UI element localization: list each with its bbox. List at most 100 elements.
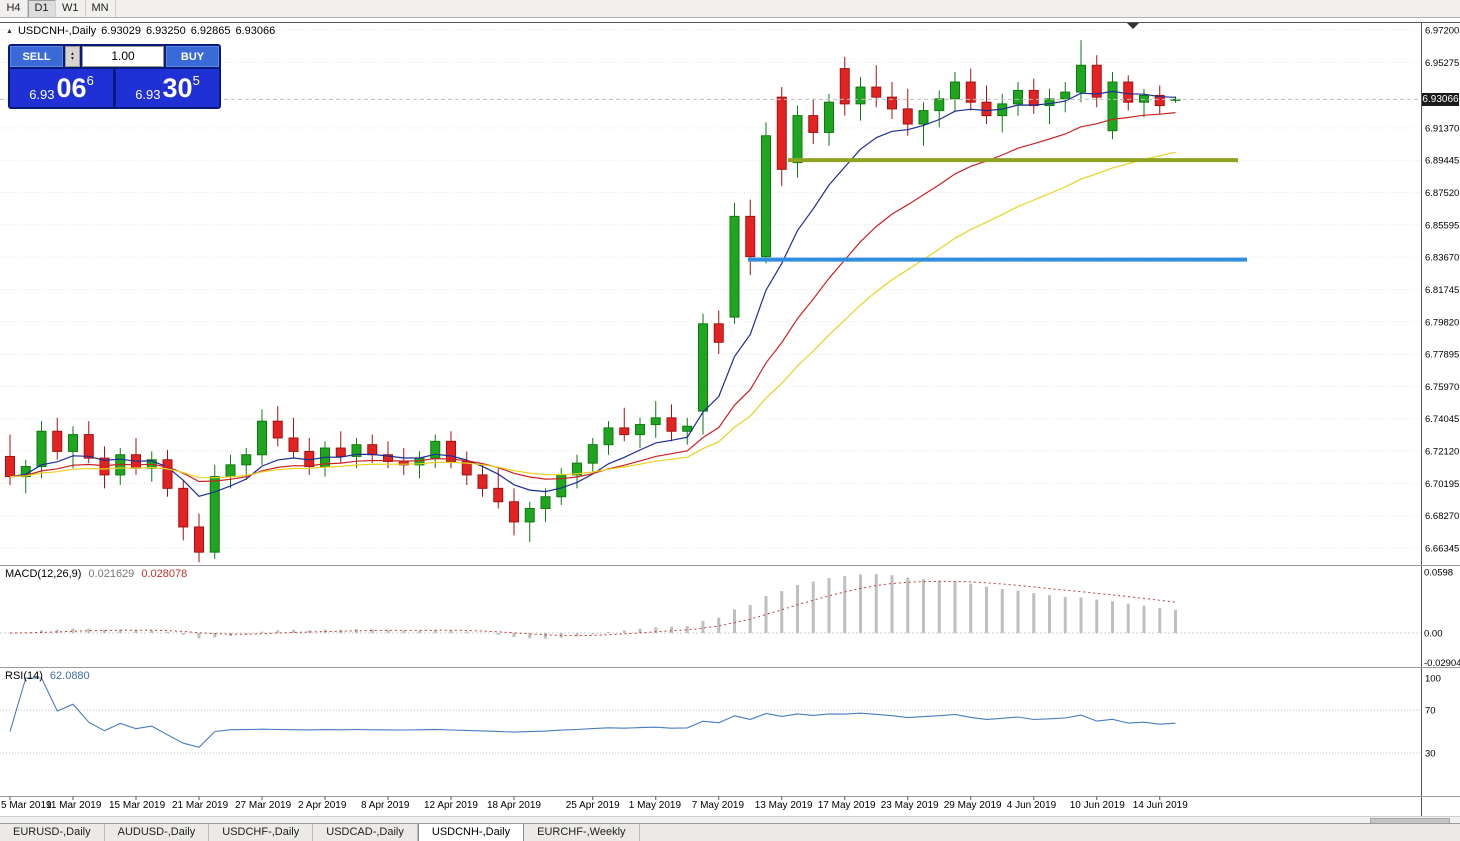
- tab-usdchf-daily[interactable]: USDCHF-,Daily: [209, 824, 314, 841]
- time-axis-label: 5 Mar 2019: [1, 800, 52, 811]
- price-axis-label: 6.89445: [1425, 156, 1459, 167]
- price-axis-label: 6.97200: [1425, 26, 1459, 37]
- time-axis-label: 7 May 2019: [691, 800, 745, 811]
- chart-frame: [0, 22, 1460, 817]
- timeframe-h4-button[interactable]: H4: [0, 0, 28, 17]
- price-axis-label: 6.77895: [1425, 350, 1459, 361]
- time-axis-label: 14 Jun 2019: [1132, 800, 1188, 811]
- chart-title: ▲ USDCNH-,Daily 6.93029 6.93250 6.92865 …: [6, 25, 275, 37]
- time-ticks: [9, 796, 1161, 800]
- chart-close-value: 6.93066: [235, 25, 276, 37]
- volume-spinner[interactable]: ▴ ▾: [65, 46, 80, 67]
- chart-high-value: 6.93250: [145, 25, 186, 37]
- chart-shift-marker[interactable]: [1127, 23, 1139, 29]
- time-axis-label: 11 Mar 2019: [46, 800, 102, 811]
- buy-price-display[interactable]: 6.93 30 5: [116, 69, 219, 107]
- timeframe-mn-button[interactable]: MN: [86, 0, 116, 17]
- overlay-objects: [0, 23, 1421, 262]
- time-axis-label: 17 May 2019: [817, 800, 876, 811]
- volume-input[interactable]: 1.00: [82, 46, 164, 67]
- time-axis-label: 21 Mar 2019: [172, 800, 229, 811]
- buy-price-prefix: 6.93: [135, 87, 161, 102]
- time-axis[interactable]: 5 Mar 2019 11 Mar 2019 15 Mar 2019 21 Mar 2…: [0, 798, 1421, 816]
- macd-axis-label: 0.0598: [1424, 568, 1453, 579]
- macd-main-value: 0.021629: [88, 568, 135, 580]
- chart-tab-bar: EURUSD-,Daily AUDUSD-,Daily USDCHF-,Dail…: [0, 823, 1460, 841]
- price-axis-label: 6.81745: [1425, 285, 1459, 296]
- time-axis-label: 12 Apr 2019: [424, 800, 478, 811]
- tab-usdcnh-daily[interactable]: USDCNH-,Daily: [417, 824, 525, 841]
- trade-panel-controls: SELL ▴ ▾ 1.00 BUY: [10, 46, 219, 67]
- price-axis-label: 6.75970: [1425, 382, 1459, 393]
- macd-signal-value: 0.028078: [141, 568, 188, 580]
- macd-signal-line: [9, 580, 1176, 637]
- macd-layer: 0.0598 0.00 -0.029045: [0, 568, 1460, 669]
- timeframe-toolbar: H4 D1 W1 MN: [0, 0, 1460, 18]
- sell-price-display[interactable]: 6.93 06 6: [10, 69, 113, 107]
- rsi-name: RSI(14): [5, 670, 43, 682]
- ma-line-p30: [9, 151, 1176, 479]
- price-axis-label: 6.83670: [1425, 253, 1459, 264]
- price-axis-label: 6.68270: [1425, 511, 1459, 522]
- time-axis-label: 4 Jun 2019: [1006, 800, 1057, 811]
- current-price-tag: 6.93066: [1422, 92, 1459, 106]
- rsi-label: RSI(14) 62.0880: [5, 670, 90, 682]
- one-click-collapse-icon[interactable]: ▲: [6, 27, 13, 35]
- ma-line-p8: [9, 90, 1176, 497]
- time-axis-label: 23 May 2019: [880, 800, 939, 811]
- buy-price-big: 30: [162, 73, 193, 103]
- chart-open-value: 6.93029: [101, 25, 141, 37]
- sell-price-sup: 6: [86, 73, 94, 88]
- rsi-axis-label: 100: [1425, 674, 1441, 685]
- macd-name: MACD(12,26,9): [5, 568, 82, 580]
- price-axis-label: 6.95275: [1425, 58, 1459, 69]
- trade-panel-prices: 6.93 06 6 6.93 30 5: [10, 69, 219, 107]
- spinner-down-icon[interactable]: ▾: [70, 55, 74, 62]
- time-axis-label: 13 May 2019: [754, 800, 813, 811]
- price-grid: 6.97200 6.95275 6.91370 6.89445 6.87520 6.855…: [0, 26, 1459, 555]
- rsi-line: [9, 677, 1176, 748]
- macd-axis-label: 0.00: [1424, 629, 1443, 640]
- timeframe-w1-button[interactable]: W1: [56, 0, 86, 17]
- sell-price-big: 06: [56, 73, 87, 103]
- price-axis-label: 6.85595: [1425, 220, 1459, 231]
- time-axis-label: 10 Jun 2019: [1069, 800, 1125, 811]
- chart-symbol-period: USDCNH-,Daily: [17, 25, 97, 37]
- rsi-axis-label: 70: [1425, 706, 1436, 717]
- tab-eurusd-daily[interactable]: EURUSD-,Daily: [0, 824, 105, 841]
- one-click-trading-panel: SELL ▴ ▾ 1.00 BUY 6.93 06 6 6.93 30 5: [8, 44, 221, 109]
- buy-price-sup: 5: [192, 73, 200, 88]
- time-axis-label: 18 Apr 2019: [487, 800, 541, 811]
- tab-eurchf-weekly[interactable]: EURCHF-,Weekly: [524, 824, 640, 841]
- price-axis-label: 6.87520: [1425, 188, 1459, 199]
- time-axis-label: 29 May 2019: [943, 800, 1002, 811]
- tab-audusd-daily[interactable]: AUDUSD-,Daily: [105, 824, 210, 841]
- rsi-value: 62.0880: [49, 670, 90, 682]
- time-axis-label: 15 Mar 2019: [109, 800, 166, 811]
- rsi-axis-label: 30: [1425, 748, 1436, 759]
- price-axis-label: 6.74045: [1425, 414, 1459, 425]
- price-axis-label: 6.70195: [1425, 479, 1459, 490]
- price-axis-label: 6.72120: [1425, 447, 1459, 458]
- macd-axis-label: -0.029045: [1424, 658, 1460, 669]
- spinner-up-icon[interactable]: ▴: [70, 50, 74, 57]
- rsi-layer: 100 70 30: [0, 674, 1441, 759]
- time-axis-label: 2 Apr 2019: [298, 800, 347, 811]
- tab-usdcad-daily[interactable]: USDCAD-,Daily: [313, 824, 418, 841]
- time-axis-label: 27 Mar 2019: [235, 800, 292, 811]
- price-axis-label: 6.79820: [1425, 317, 1459, 328]
- price-axis-label: 6.66345: [1425, 544, 1459, 555]
- chart-low-value: 6.92865: [190, 25, 231, 37]
- macd-label: MACD(12,26,9) 0.021629 0.028078: [5, 568, 187, 580]
- sell-button[interactable]: SELL: [10, 46, 63, 67]
- buy-button[interactable]: BUY: [166, 46, 219, 67]
- time-axis-label: 1 May 2019: [628, 800, 682, 811]
- candles-layer: [5, 40, 1181, 563]
- ma-line-p18: [9, 112, 1176, 483]
- timeframe-d1-button[interactable]: D1: [28, 0, 56, 17]
- time-axis-label: 8 Apr 2019: [361, 800, 410, 811]
- sell-price-prefix: 6.93: [29, 87, 55, 102]
- price-axis-label: 6.91370: [1425, 123, 1459, 134]
